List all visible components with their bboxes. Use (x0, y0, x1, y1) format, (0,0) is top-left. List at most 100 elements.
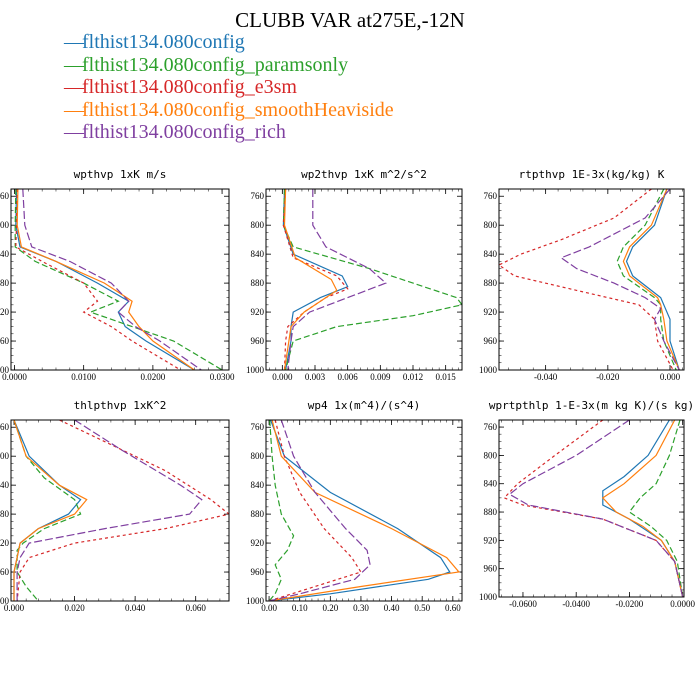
series-line (602, 420, 684, 597)
series-line (16, 420, 229, 601)
series-line (282, 189, 462, 370)
series-line (15, 189, 195, 370)
y-tick-label: 960 (251, 336, 265, 346)
profile-panel: wpthvp 1xK m/s 760 800 840 880 920 960 10000.00… (0, 168, 235, 382)
x-tick-label: 0.0000 (2, 372, 27, 382)
x-tick-label: 0.000 (660, 372, 681, 382)
plot-frame (498, 419, 685, 598)
y-tick-label: 760 (484, 422, 498, 432)
series-line (508, 420, 684, 597)
x-tick-label: -0.040 (534, 372, 558, 382)
series-line (269, 420, 461, 601)
series-line (268, 420, 295, 601)
legend-label: flthist134.080config_rich (82, 121, 286, 143)
series-group (13, 420, 229, 601)
series-line (13, 420, 82, 601)
x-tick-label: 0.50 (414, 603, 430, 613)
profile-panel: rtpthvp 1E-3x(kg/kg) K 760 800 840 880 920 960… (479, 168, 685, 382)
y-tick-label: 960 (484, 564, 498, 574)
legend-item: —flthist134.080config (64, 31, 394, 54)
x-tick-label: 0.009 (370, 372, 391, 382)
series-line (269, 420, 451, 601)
y-tick-label: 960 (0, 336, 10, 346)
series-line (628, 420, 684, 597)
y-tick-label: 760 (0, 422, 10, 432)
y-tick-label: 880 (0, 509, 10, 519)
series-line (601, 420, 684, 597)
x-tick-label: 0.015 (436, 372, 457, 382)
series-line (625, 189, 680, 370)
x-tick-label: 0.060 (186, 603, 207, 613)
series-line (282, 189, 349, 370)
y-tick-label: 800 (251, 451, 265, 461)
series-line (13, 420, 82, 601)
y-tick-label: 840 (484, 249, 498, 259)
profile-panel: thlpthvp 1xK^2 760 800 840 880 920 960 10000.00… (0, 399, 230, 613)
y-tick-label: 920 (251, 538, 265, 548)
y-tick-label: 840 (484, 479, 498, 489)
legend-item: —flthist134.080config_rich (64, 121, 394, 144)
y-tick-label: 960 (0, 567, 10, 577)
x-tick-label: 0.60 (445, 603, 461, 613)
x-tick-label: 0.020 (64, 603, 85, 613)
x-tick-label: 0.040 (125, 603, 146, 613)
y-tick-label: 1000 (246, 365, 265, 375)
legend-item: —flthist134.080config_e3sm (64, 76, 394, 99)
x-tick-label: 0.10 (292, 603, 308, 613)
panel-title: wprtpthlp 1-E-3x(m kg K)/(s kg) (489, 399, 694, 412)
legend-label: flthist134.080config_paramsonly (82, 53, 349, 76)
x-tick-label: 0.0200 (140, 372, 165, 382)
y-tick-label: 880 (0, 278, 10, 288)
y-tick-label: 1000 (479, 592, 498, 602)
legend-label: flthist134.080config (82, 31, 245, 53)
panel-title: wpthvp 1xK m/s (74, 168, 167, 181)
profile-panel: wp4 1x(m^4)/(s^4)76080084088092096010000… (246, 399, 463, 613)
x-tick-label: -0.020 (596, 372, 620, 382)
y-tick-label: 760 (251, 191, 265, 201)
x-tick-label: 0.00 (261, 603, 277, 613)
legend-item: —flthist134.080config_smoothHeaviside (64, 99, 394, 122)
y-tick-label: 880 (251, 509, 265, 519)
series-line (622, 189, 680, 370)
series-line (14, 189, 223, 370)
panel-title: wp2thvp 1xK m^2/s^2 (301, 168, 427, 181)
legend-item: —flthist134.080config_paramsonly (64, 54, 394, 77)
legend-label: flthist134.080config_smoothHeaviside (82, 98, 394, 121)
y-tick-label: 880 (484, 278, 498, 288)
y-tick-label: 960 (251, 567, 265, 577)
figure-title: CLUBB VAR at275E,-12N (235, 8, 465, 32)
y-tick-label: 1000 (246, 596, 265, 606)
plot-frame (10, 188, 230, 371)
series-line (13, 420, 88, 601)
series-line (15, 189, 181, 370)
legend: —flthist134.080config —flthist134.080con… (64, 31, 394, 144)
y-tick-label: 960 (484, 336, 498, 346)
y-tick-label: 800 (0, 451, 10, 461)
series-line (287, 189, 387, 370)
x-tick-label: 0.0300 (210, 372, 235, 382)
series-group (499, 189, 680, 370)
y-tick-label: 920 (484, 307, 498, 317)
x-tick-label: 0.20 (322, 603, 338, 613)
series-line (616, 189, 677, 370)
y-tick-label: 760 (484, 191, 498, 201)
y-tick-label: 840 (0, 249, 10, 259)
y-tick-label: 880 (484, 507, 498, 517)
y-tick-label: 880 (251, 278, 265, 288)
x-tick-label: 0.003 (305, 372, 326, 382)
y-tick-label: 920 (251, 307, 265, 317)
y-tick-label: 920 (484, 535, 498, 545)
x-tick-label: 0.000 (272, 372, 293, 382)
x-tick-label: 0.0000 (670, 599, 695, 609)
x-tick-label: -0.0400 (562, 599, 590, 609)
series-line (503, 420, 684, 597)
y-tick-label: 1000 (0, 596, 10, 606)
series-line (268, 420, 371, 601)
profile-panel: wprtpthlp 1-E-3x(m kg K)/(s kg) 760 800 840… (479, 399, 696, 609)
x-tick-label: 0.30 (353, 603, 369, 613)
x-tick-label: 0.0100 (71, 372, 96, 382)
x-tick-label: -0.0200 (616, 599, 644, 609)
series-line (559, 189, 680, 370)
y-tick-label: 800 (484, 450, 498, 460)
